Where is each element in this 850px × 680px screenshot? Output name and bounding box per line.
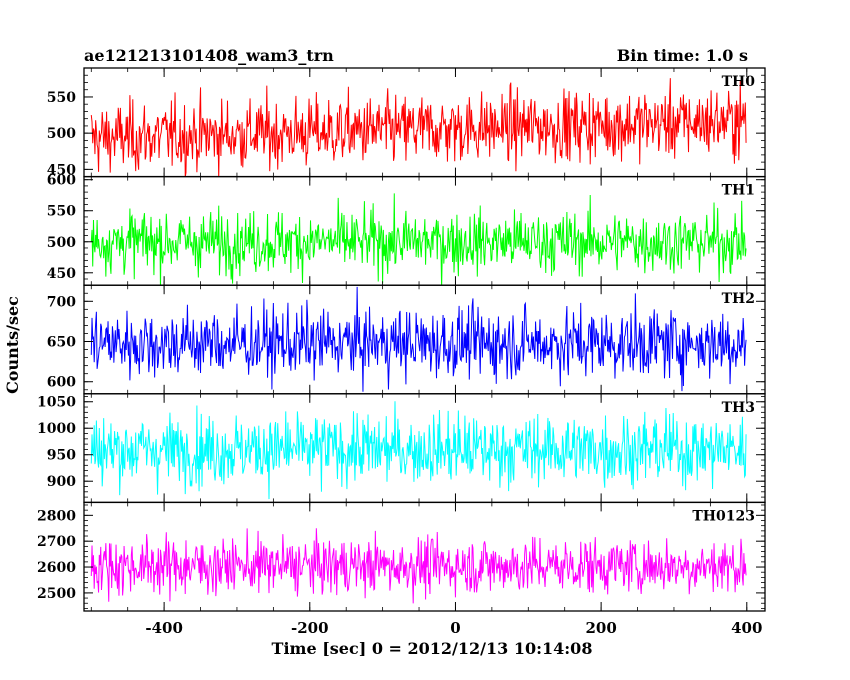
y-tick-label: 600 (47, 173, 76, 189)
y-axis-label: Counts/sec (3, 296, 22, 394)
panel-th0123: 2500 2600 2700 2800 TH0123 (37, 501, 766, 612)
x-tick-label: 400 (731, 619, 762, 637)
panel-th2: 600 650 700 TH2 (47, 284, 766, 395)
series-line-th2 (90, 286, 747, 392)
x-tick-label: -400 (145, 619, 183, 637)
panel-th0: 450 500 550 TH0 (47, 67, 766, 178)
panel-th1: 450 500 550 600 TH1 (47, 173, 766, 286)
y-tick-label: 950 (47, 448, 76, 464)
panel-label: TH2 (722, 291, 755, 307)
y-tick-label: 600 (47, 375, 76, 391)
y-tick-label: 1000 (37, 421, 76, 437)
panels: 450 500 550 TH0 450 500 550 600 TH1 600 650 700 TH2 9… (37, 67, 766, 612)
y-tick-label: 450 (47, 266, 76, 282)
y-tick-label: 2500 (37, 586, 76, 602)
series-line-th0 (90, 78, 747, 177)
y-tick-label: 500 (47, 235, 76, 251)
y-tick-label: 450 (47, 162, 76, 178)
bin-time-label: Bin time: 1.0 s (617, 46, 748, 65)
y-tick-label: 2600 (37, 560, 76, 576)
series-line-th0123 (90, 528, 747, 604)
y-tick-label: 650 (47, 335, 76, 351)
x-axis-label: Time [sec] 0 = 2012/12/13 10:14:08 (272, 639, 593, 658)
y-tick-label: 2700 (37, 534, 76, 550)
panel-label: TH3 (722, 400, 755, 416)
y-tick-label: 900 (47, 474, 76, 490)
panel-label: TH0 (722, 74, 756, 90)
y-tick-label: 550 (47, 90, 76, 106)
y-tick-label: 700 (47, 294, 76, 310)
panel-label: TH0123 (692, 508, 755, 524)
x-tick-label: 200 (585, 619, 616, 637)
y-tick-label: 550 (47, 204, 76, 220)
x-tick-label: -200 (291, 619, 329, 637)
y-tick-label: 1050 (37, 395, 76, 411)
x-axis: -400 -200 0 200 400 (145, 619, 762, 637)
series-line-th1 (90, 193, 747, 286)
chart-title: ae121213101408_wam3_trn (84, 46, 334, 65)
y-tick-label: 2800 (37, 508, 76, 524)
panel-th3: 900 950 1000 1050 TH3 (37, 393, 766, 504)
panel-label: TH1 (722, 183, 755, 199)
series-line-th3 (90, 401, 747, 500)
y-tick-label: 500 (47, 126, 76, 142)
x-tick-label: 0 (450, 619, 460, 637)
